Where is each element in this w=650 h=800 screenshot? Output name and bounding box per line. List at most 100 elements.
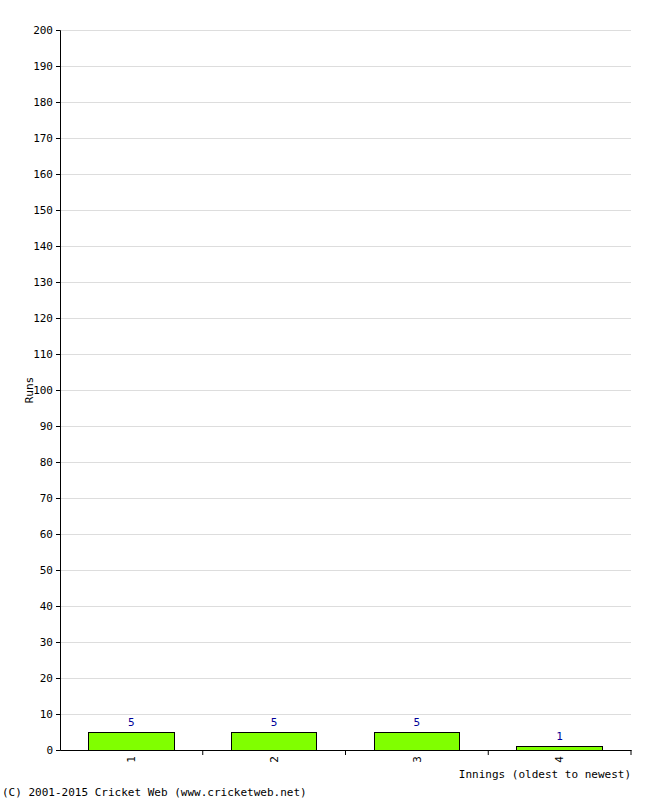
y-tick-label: 150 [33, 204, 53, 217]
data-label: 5 [128, 716, 135, 729]
bar [374, 732, 460, 750]
y-tick-mark [56, 30, 60, 31]
x-axis-title: Innings (oldest to newest) [459, 768, 631, 781]
grid-line [60, 210, 631, 211]
y-tick-label: 100 [33, 384, 53, 397]
y-tick: 200 [33, 24, 60, 37]
y-tick-label: 120 [33, 312, 53, 325]
y-tick: 140 [33, 240, 60, 253]
y-tick: 110 [33, 348, 60, 361]
y-tick: 130 [33, 276, 60, 289]
data-labels: 5551 [128, 716, 563, 743]
grid-line [60, 606, 631, 607]
y-tick-mark [56, 66, 60, 67]
x-tick-label: 3 [411, 756, 424, 763]
y-tick-mark [56, 462, 60, 463]
y-tick-mark [56, 750, 60, 751]
y-tick-mark [56, 498, 60, 499]
y-tick: 160 [33, 168, 60, 181]
y-tick-label: 50 [40, 564, 53, 577]
y-tick: 100 [33, 384, 60, 397]
grid-line [60, 498, 631, 499]
grid-line [60, 678, 631, 679]
y-tick-label: 140 [33, 240, 53, 253]
y-tick-label: 60 [40, 528, 53, 541]
y-tick-mark [56, 174, 60, 175]
x-separators [203, 750, 631, 755]
y-tick-mark [56, 390, 60, 391]
y-tick: 150 [33, 204, 60, 217]
y-tick: 80 [40, 456, 60, 469]
grid-line [60, 30, 631, 31]
grid-line [60, 570, 631, 571]
grid-line [60, 426, 631, 427]
x-tick: 2 [268, 750, 281, 763]
y-tick: 40 [40, 600, 60, 613]
y-tick-mark [56, 426, 60, 427]
grid-line [60, 246, 631, 247]
y-tick-mark [56, 354, 60, 355]
y-tick-mark [56, 102, 60, 103]
y-tick-mark [56, 570, 60, 571]
x-tick-label: 4 [553, 756, 566, 763]
x-tick: 1 [125, 750, 138, 763]
data-label: 1 [556, 730, 563, 743]
y-tick: 190 [33, 60, 60, 73]
grid-line [60, 174, 631, 175]
y-tick-mark [56, 606, 60, 607]
y-tick-mark [56, 642, 60, 643]
x-axis: 1 2 3 4 [61, 750, 632, 763]
x-separator [488, 750, 489, 755]
x-separator [631, 750, 632, 755]
x-separator [345, 750, 346, 755]
grid [60, 30, 631, 750]
x-tick: 4 [553, 750, 566, 763]
annotation: (C) 2001-2015 Cricket Web (www.cricketwe… [2, 786, 307, 799]
y-tick-label: 10 [40, 708, 53, 721]
y-tick-label: 200 [33, 24, 53, 37]
y-tick-mark [56, 714, 60, 715]
grid-line [60, 534, 631, 535]
y-tick-mark [56, 318, 60, 319]
y-axis-line [56, 31, 61, 751]
bar [231, 732, 317, 750]
y-tick-label: 90 [40, 420, 53, 433]
bars [89, 732, 603, 750]
chart: 5551010203040506070809010011012013014015… [0, 0, 650, 800]
y-tick-mark [56, 246, 60, 247]
grid-line [60, 390, 631, 391]
grid-line [60, 138, 631, 139]
grid-line [60, 102, 631, 103]
y-tick: 180 [33, 96, 60, 109]
y-tick: 70 [40, 492, 60, 505]
y-tick-label: 130 [33, 276, 53, 289]
grid-line [60, 66, 631, 67]
y-tick: 60 [40, 528, 60, 541]
x-tick-label: 1 [125, 756, 138, 763]
grid-line [60, 318, 631, 319]
x-tick-label: 2 [268, 756, 281, 763]
grid-line [60, 282, 631, 283]
grid-line [60, 354, 631, 355]
grid-line [60, 714, 631, 715]
y-tick-label: 170 [33, 132, 53, 145]
y-tick-mark [56, 534, 60, 535]
y-tick-mark [56, 210, 60, 211]
y-tick-label: 20 [40, 672, 53, 685]
y-tick: 0 [46, 744, 60, 757]
y-axis-title: Runs [23, 377, 36, 404]
y-tick: 170 [33, 132, 60, 145]
x-tick: 3 [411, 750, 424, 763]
y-tick: 120 [33, 312, 60, 325]
y-tick-label: 110 [33, 348, 53, 361]
y-tick: 50 [40, 564, 60, 577]
bar [517, 746, 603, 750]
y-tick-label: 70 [40, 492, 53, 505]
y-tick: 20 [40, 672, 60, 685]
grid-line [60, 462, 631, 463]
y-tick: 90 [40, 420, 60, 433]
y-tick: 30 [40, 636, 60, 649]
y-tick-mark [56, 282, 60, 283]
y-tick: 10 [40, 708, 60, 721]
data-label: 5 [271, 716, 278, 729]
